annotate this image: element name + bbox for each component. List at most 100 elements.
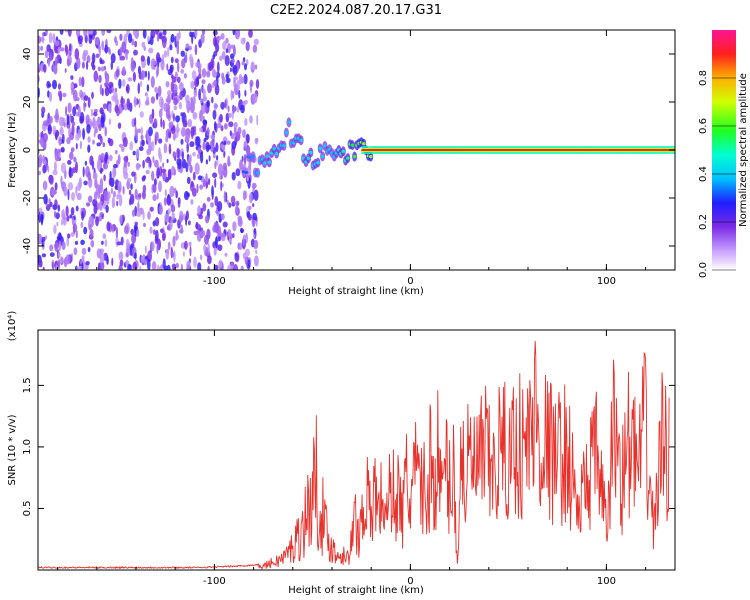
noise-cell [220, 180, 223, 192]
noise-cell [57, 90, 62, 98]
noise-cell [243, 153, 247, 165]
noise-cell [173, 97, 178, 106]
carrier-cell [282, 144, 286, 148]
noise-cell [93, 131, 96, 138]
noise-cell [104, 86, 110, 97]
noise-cell [133, 49, 138, 56]
noise-cell [192, 171, 196, 181]
noise-cell [162, 162, 165, 168]
noise-cell [129, 198, 132, 206]
noise-cell [217, 201, 223, 212]
noise-cell [158, 180, 162, 193]
noise-cell [52, 79, 57, 90]
noise-cell [119, 33, 123, 41]
noise-cell [79, 111, 85, 124]
noise-cell [216, 35, 222, 41]
noise-cell [216, 155, 219, 161]
noise-cell [196, 183, 199, 194]
noise-cell [125, 252, 129, 258]
noise-cell [160, 228, 164, 234]
noise-cell [166, 63, 169, 71]
noise-cell [182, 251, 185, 257]
snr-marks [38, 340, 670, 570]
noise-cell [206, 72, 211, 78]
colorbar-label: Normalized spectral amplitude [738, 73, 749, 227]
noise-cell [166, 194, 172, 206]
noise-cell [253, 241, 258, 250]
noise-cell [105, 204, 109, 213]
noise-cell [245, 41, 250, 52]
noise-cell [116, 194, 119, 200]
noise-cell [163, 143, 168, 154]
carrier-cell [346, 156, 350, 160]
noise-cell [254, 255, 259, 267]
noise-cell [185, 134, 191, 139]
noise-cell [116, 241, 122, 246]
noise-cell [70, 232, 75, 237]
noise-cell [189, 245, 192, 257]
carrier-cell [320, 154, 325, 158]
noise-cell [211, 96, 214, 104]
noise-cell [72, 223, 78, 233]
noise-cell [45, 30, 48, 36]
noise-cell [163, 265, 168, 270]
noise-cell [170, 81, 175, 93]
noise-cell [42, 164, 47, 174]
noise-cell [136, 228, 140, 237]
noise-cell [127, 77, 133, 82]
noise-cell [189, 164, 193, 174]
noise-cell [236, 106, 240, 113]
noise-cell [88, 195, 93, 203]
noise-cell [166, 264, 171, 270]
noise-cell [249, 79, 254, 87]
noise-cell [224, 140, 226, 145]
noise-cell [155, 217, 160, 227]
y-tick-label: -20 [22, 190, 33, 206]
noise-cell [100, 116, 105, 128]
noise-cell [241, 60, 245, 66]
noise-cell [237, 218, 243, 227]
noise-cell [38, 259, 43, 268]
noise-cell [145, 92, 148, 97]
noise-cell [194, 30, 198, 38]
noise-cell [70, 83, 74, 89]
noise-cell [78, 76, 82, 87]
noise-cell [248, 30, 253, 38]
noise-cell [54, 210, 57, 218]
carrier-cell [267, 160, 272, 164]
noise-cell [142, 175, 146, 180]
noise-cell [146, 84, 150, 92]
carrier-cell [284, 131, 289, 135]
noise-cell [240, 228, 245, 234]
noise-cell [223, 190, 227, 203]
noise-cell [162, 119, 165, 130]
noise-cell [181, 159, 187, 169]
noise-cell [167, 168, 172, 180]
spectrogram-marks [38, 30, 675, 270]
x-tick-label: 0 [407, 276, 413, 287]
noise-cell [115, 230, 119, 239]
noise-cell [193, 256, 197, 268]
noise-cell [220, 101, 225, 110]
noise-cell [96, 159, 102, 172]
carrier-cell [274, 152, 279, 156]
noise-cell [138, 192, 142, 199]
noise-cell [252, 203, 255, 208]
noise-cell [55, 212, 60, 220]
noise-cell [197, 175, 203, 181]
noise-cell [81, 61, 85, 69]
noise-cell [178, 82, 184, 92]
noise-cell [99, 57, 102, 64]
noise-cell [197, 146, 202, 154]
noise-cell [75, 185, 78, 196]
noise-cell [46, 80, 51, 89]
carrier-cell [299, 138, 303, 142]
noise-cell [118, 78, 122, 89]
noise-cell [230, 44, 235, 49]
noise-cell [85, 261, 90, 266]
y-tick-label: 0 [22, 147, 33, 153]
noise-cell [82, 52, 87, 62]
y-tick-label: 20 [22, 96, 33, 109]
noise-cell [246, 59, 249, 66]
noise-cell [178, 215, 183, 223]
